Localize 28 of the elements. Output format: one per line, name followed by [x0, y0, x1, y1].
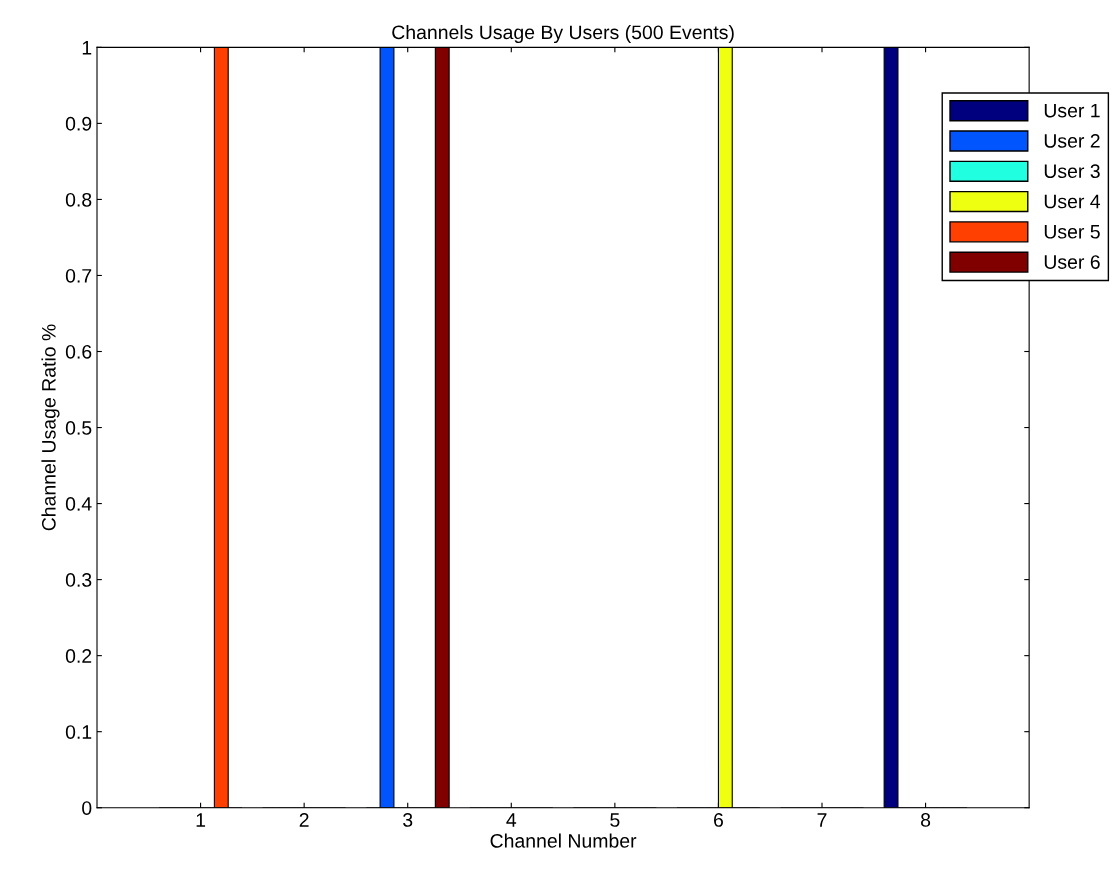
x-tick-label: 8 [921, 813, 931, 827]
legend-label: User 2 [1044, 133, 1100, 148]
y-axis-title: Channel Usage Ratio % [41, 324, 60, 531]
legend-label: User 5 [1044, 225, 1100, 239]
x-axis-title: Channel Number [490, 833, 637, 848]
y-tick-label: 1 [82, 41, 92, 55]
y-tick-label: 0.2 [65, 649, 92, 663]
y-tick-label: 0.5 [65, 421, 92, 435]
y-tick-label: 0.6 [65, 344, 92, 359]
y-tick-label: 0.1 [65, 725, 92, 739]
x-tick-label: 6 [714, 813, 723, 827]
legend-label: User 6 [1044, 255, 1100, 269]
chart-title: Channels Usage By Users (500 Events) [392, 24, 734, 44]
y-tick-label: 0.3 [65, 573, 92, 587]
legend-label: User 1 [1044, 103, 1100, 118]
legend-label: User 3 [1044, 164, 1100, 179]
y-tick-label: 0.7 [65, 268, 92, 283]
x-tick-label: 5 [610, 813, 620, 827]
y-tick-label: 0.8 [65, 192, 92, 207]
y-tick-label: 0.4 [65, 497, 92, 511]
x-tick-label: 3 [403, 813, 413, 827]
y-tick-label: 0 [82, 801, 92, 815]
x-tick-label: 2 [299, 813, 309, 827]
legend-label: User 4 [1044, 194, 1101, 209]
y-tick-label: 0.9 [65, 116, 92, 131]
x-tick-label: 7 [817, 813, 827, 827]
x-tick-label: 4 [506, 813, 517, 827]
x-tick-label: 1 [196, 813, 206, 827]
